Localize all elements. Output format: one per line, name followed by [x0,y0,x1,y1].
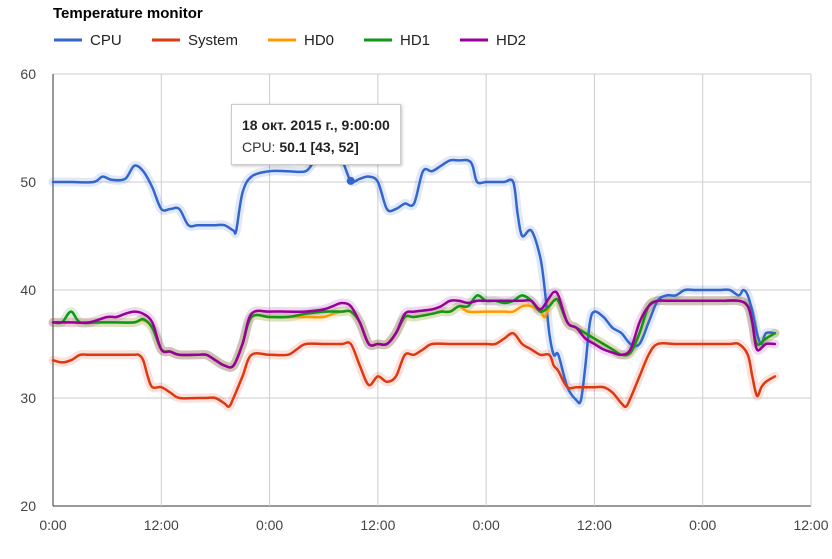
chart-title: Temperature monitor [53,5,203,22]
y-tick-label: 20 [20,498,36,514]
x-tick-label: 12:00 [360,517,395,533]
y-tick-label: 40 [20,282,36,298]
x-tick-label: 12:00 [144,517,179,533]
x-tick-label: 0:00 [689,517,716,533]
series-lines[interactable] [48,150,780,412]
series-line-hd2[interactable] [51,290,777,369]
axes: 20 30 40 50 60 0:00 12:00 0:00 12:00 0:00 12:00 0:0… [20,66,828,533]
x-tick-label: 0:00 [473,517,500,533]
y-tick-label: 50 [20,174,36,190]
legend-item-hd1[interactable]: HD1 [364,32,430,49]
series-line-cpu[interactable] [51,153,777,405]
series-line-system[interactable] [51,331,777,409]
legend-label-system: System [188,32,238,49]
legend-label-hd0: HD0 [304,32,334,49]
x-tick-label: 12:00 [577,517,612,533]
legend-label-cpu: CPU [90,32,122,49]
y-tick-label: 60 [20,66,36,82]
tooltip-focus-point [346,176,355,185]
y-tick-label: 30 [20,390,36,406]
x-tick-label: 12:00 [793,517,828,533]
x-tick-label: 0:00 [39,517,66,533]
legend[interactable]: CPU System HD0 HD1 HD2 [54,32,526,49]
legend-item-hd2[interactable]: HD2 [460,32,526,49]
legend-item-cpu[interactable]: CPU [54,32,122,49]
legend-label-hd2: HD2 [496,32,526,49]
legend-item-system[interactable]: System [152,32,238,49]
x-tick-label: 0:00 [256,517,283,533]
chart-tooltip: 18 окт. 2015 г., 9:00:00 CPU: 50.1 [43, … [231,104,401,165]
tooltip-title: 18 окт. 2015 г., 9:00:00 [242,117,390,133]
legend-label-hd1: HD1 [400,32,430,49]
tooltip-series-label: CPU: [242,139,276,155]
legend-item-hd0[interactable]: HD0 [268,32,334,49]
tooltip-value: 50.1 [43, 52] [279,139,359,155]
